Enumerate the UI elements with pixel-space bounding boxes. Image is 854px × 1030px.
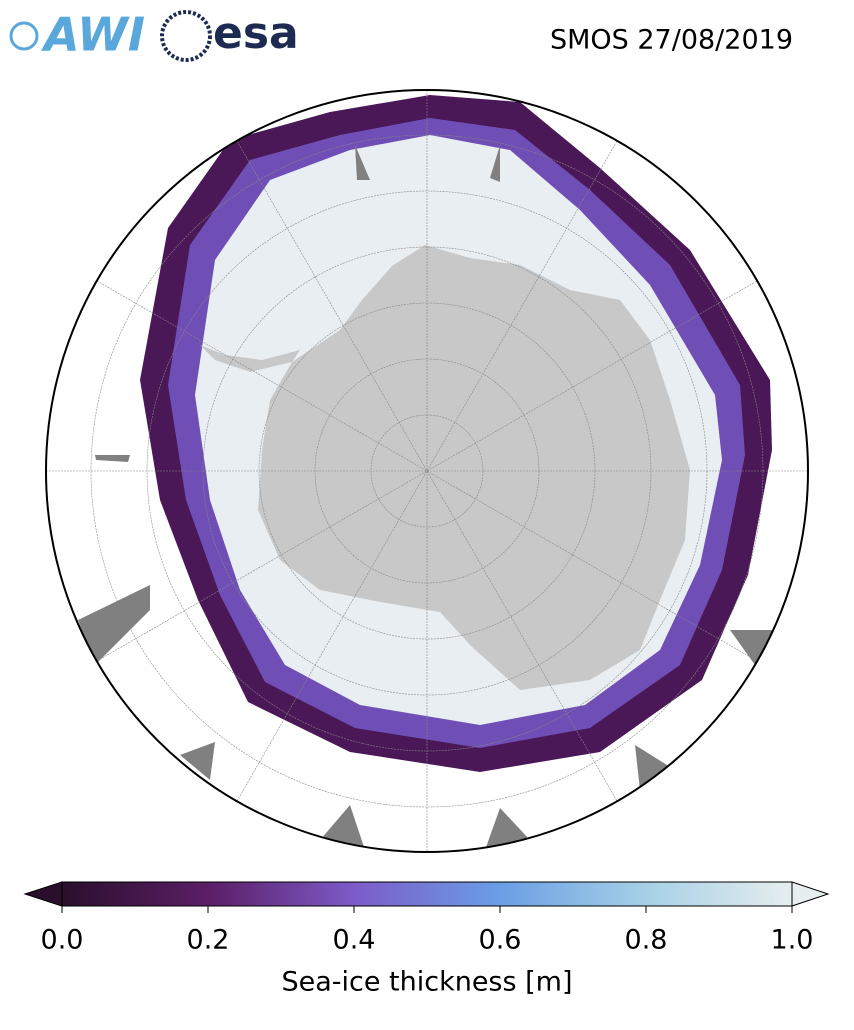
graticule — [46, 90, 808, 852]
map-frame — [45, 89, 809, 853]
logo-text: esa — [213, 8, 299, 59]
colorbar-under — [23, 881, 63, 907]
title: SMOS 27/08/2019 — [550, 25, 793, 56]
logo-text: AWI — [41, 8, 145, 62]
tick-label: 0.4 — [333, 925, 376, 956]
map — [46, 90, 808, 852]
colorbar-label: Sea-ice thickness [m] — [281, 967, 572, 998]
awi-logo: AWI — [9, 8, 145, 62]
esa-logo: esa — [160, 8, 299, 62]
land-masses — [78, 145, 775, 850]
tick-label: 0.0 — [41, 925, 84, 956]
peninsula — [200, 345, 300, 372]
tick-label: 0.6 — [479, 925, 522, 956]
antarctica — [258, 245, 690, 690]
colorbar-scale — [61, 881, 793, 907]
tick-label: 0.8 — [625, 925, 668, 956]
colorbar — [23, 881, 830, 913]
tick-label: 0.2 — [187, 925, 230, 956]
tick-label: 1.0 — [771, 925, 814, 956]
colorbar-over — [791, 881, 830, 907]
